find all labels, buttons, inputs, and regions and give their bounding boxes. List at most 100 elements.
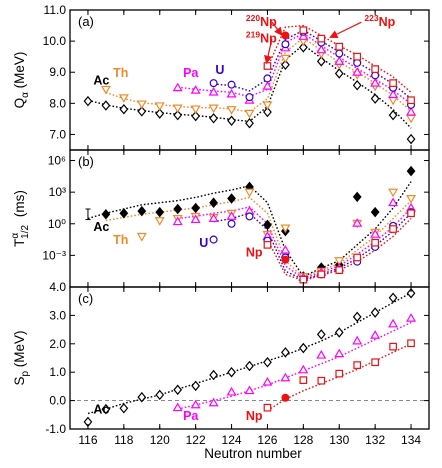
data-point-ac bbox=[191, 380, 201, 392]
data-point-pa bbox=[208, 397, 219, 407]
data-point-pa bbox=[370, 330, 381, 339]
data-point-ac bbox=[101, 100, 111, 111]
data-point-pa bbox=[262, 376, 273, 386]
data-point-np bbox=[335, 266, 344, 274]
series-line-4 bbox=[213, 212, 412, 281]
data-point-ac bbox=[406, 287, 416, 299]
annotation-arrow bbox=[264, 38, 273, 65]
data-point-ac bbox=[281, 347, 290, 358]
data-point-th bbox=[154, 217, 165, 226]
data-point-np bbox=[281, 393, 290, 402]
y-tick-label: 3.0 bbox=[49, 308, 66, 322]
data-point-ac bbox=[334, 68, 344, 79]
isotope-mass-number: 220 bbox=[246, 13, 260, 23]
data-point-pa bbox=[334, 56, 345, 65]
data-point-ac bbox=[245, 117, 254, 129]
isotope-symbol: Np bbox=[260, 32, 277, 46]
data-point-ac bbox=[155, 206, 165, 218]
series-line-2 bbox=[105, 37, 412, 113]
x-tick-label: 124 bbox=[222, 433, 242, 447]
data-point-pa bbox=[280, 372, 291, 382]
data-point-pa bbox=[172, 402, 183, 412]
data-point-pa bbox=[226, 386, 237, 396]
panel-label: (c) bbox=[78, 291, 93, 306]
data-point-ac bbox=[137, 205, 147, 217]
data-point-ac bbox=[101, 209, 111, 220]
data-point-ac bbox=[155, 389, 165, 401]
data-point-pa bbox=[316, 350, 327, 359]
data-point-th bbox=[280, 54, 291, 64]
data-point-u bbox=[209, 79, 218, 88]
data-point-ac bbox=[316, 56, 326, 67]
data-point-pa bbox=[190, 399, 201, 409]
series-line-5 bbox=[266, 218, 412, 282]
y-axis-label-symbol: S bbox=[12, 377, 27, 386]
data-point-th bbox=[172, 104, 183, 114]
data-point-th bbox=[226, 106, 237, 115]
data-point-th bbox=[406, 194, 417, 204]
y-axis-label: Sp (MeV) bbox=[12, 330, 31, 385]
data-point-th bbox=[100, 85, 111, 95]
y-tick-label: 4.0 bbox=[49, 280, 66, 294]
y-tick-label: 10.0 bbox=[43, 34, 67, 48]
y-axis-label: Qα (MeV) bbox=[12, 52, 31, 109]
isotope-label-pa: Pa bbox=[183, 66, 199, 80]
x-tick-label: 128 bbox=[293, 433, 313, 447]
data-point-pa bbox=[280, 244, 291, 254]
series-line-3 bbox=[177, 32, 412, 105]
series-line-4 bbox=[213, 29, 412, 100]
data-point-pa bbox=[370, 77, 381, 87]
data-point-u bbox=[227, 219, 236, 228]
y-tick-label: 1.0 bbox=[49, 365, 66, 379]
data-point-ac bbox=[352, 191, 362, 203]
data-point-u bbox=[281, 40, 290, 49]
data-point-th bbox=[406, 114, 417, 124]
isotope-label-np: Np bbox=[246, 245, 263, 259]
data-point-th bbox=[388, 188, 399, 198]
y-axis-label-unit: (MeV) bbox=[12, 330, 27, 371]
isotope-label-ac: Ac bbox=[93, 402, 109, 416]
y-axis-label-superscript: α bbox=[10, 233, 21, 239]
x-tick-label: 126 bbox=[257, 433, 277, 447]
data-point-th bbox=[334, 257, 345, 266]
data-point-u bbox=[245, 212, 254, 221]
data-point-ac bbox=[173, 109, 183, 121]
data-point-np bbox=[281, 255, 290, 264]
data-point-th bbox=[388, 96, 399, 106]
data-point-np bbox=[317, 270, 326, 279]
data-point-th bbox=[280, 224, 291, 234]
data-point-u bbox=[263, 74, 272, 83]
data-point-pa bbox=[244, 385, 255, 395]
data-point-ac bbox=[155, 108, 165, 119]
data-point-ac bbox=[334, 327, 344, 338]
series-line-2 bbox=[177, 321, 412, 410]
data-point-ac bbox=[119, 403, 129, 414]
data-point-np bbox=[389, 225, 397, 233]
y-tick-label: 9.0 bbox=[49, 65, 66, 79]
data-point-ac bbox=[191, 202, 201, 214]
data-point-np bbox=[353, 361, 362, 369]
data-point-ac bbox=[191, 110, 201, 122]
data-point-pa bbox=[406, 313, 417, 322]
data-point-ac bbox=[370, 307, 380, 318]
isotope-label-np: 223Np bbox=[364, 13, 395, 29]
isotope-label-np: 219Np bbox=[246, 30, 277, 46]
isotope-label-u: U bbox=[215, 63, 224, 77]
data-point-u bbox=[209, 235, 218, 244]
data-point-ac bbox=[227, 366, 236, 378]
panel-2: 10⁻³ 10⁰ 10³ 10⁶ (b) Tα1/2 (ms) Ac Th U Np bbox=[10, 149, 430, 288]
y-tick-label: 2.0 bbox=[49, 337, 66, 351]
data-point-ac bbox=[245, 360, 254, 372]
data-point-pa bbox=[172, 82, 183, 92]
data-point-ac bbox=[316, 329, 326, 340]
data-point-ac bbox=[209, 369, 218, 381]
data-point-ac bbox=[137, 106, 147, 117]
x-axis-label: Neutron number bbox=[204, 446, 302, 461]
panel-frame bbox=[69, 286, 430, 430]
panel-label: (b) bbox=[78, 154, 94, 169]
data-point-th bbox=[208, 104, 219, 114]
data-point-np bbox=[335, 42, 344, 51]
data-point-ac bbox=[406, 133, 416, 145]
